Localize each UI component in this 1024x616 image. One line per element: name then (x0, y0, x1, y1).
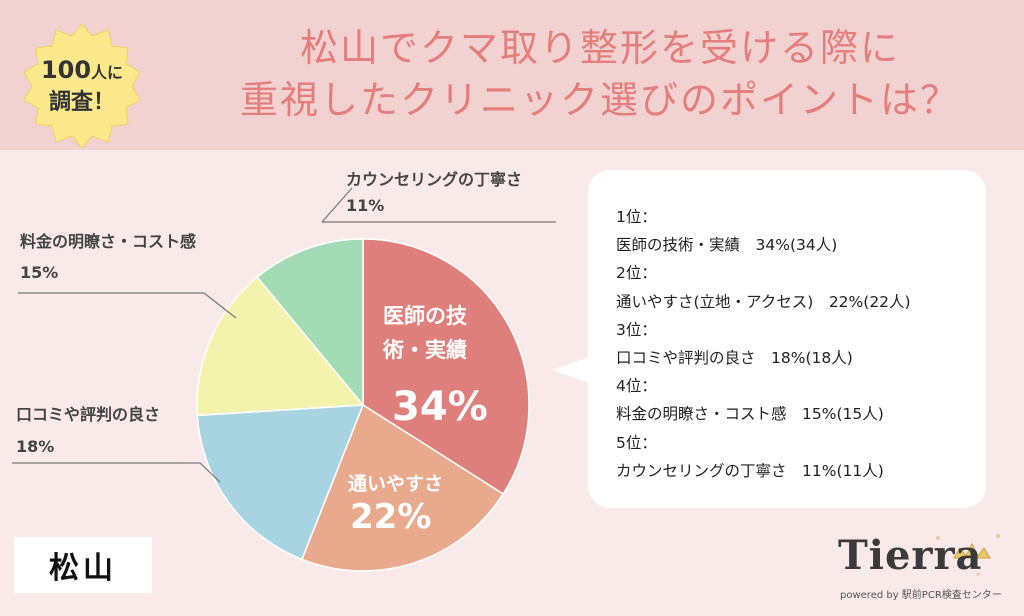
leader-line-counseling-tick (321, 187, 353, 223)
label-review-title: 口コミや評判の良さ (16, 405, 160, 424)
title-line-2: 重視したクリニック選びのポイントは？ (239, 78, 960, 122)
rank-item: カウンセリングの丁寧さ 11%(11人) (616, 461, 884, 480)
rank-heading: 3位： (616, 320, 657, 339)
rank-item: 通いやすさ(立地・アクセス) 22%(22人) (616, 292, 911, 311)
rank-heading: 2位： (616, 264, 657, 283)
slice-pct-access: 22% (350, 497, 431, 537)
label-price-title: 料金の明瞭さ・コスト感 (20, 232, 196, 251)
slice-label-doctor-line1: 医師の技 (383, 304, 468, 328)
rank-item: 口コミや評判の良さ 18%(18人) (616, 349, 853, 368)
badge-starburst-shape (23, 23, 141, 149)
header-band (0, 0, 1024, 150)
pie-slice-2 (196, 404, 365, 561)
ranking-callout (588, 170, 986, 508)
callout-tail (552, 356, 592, 384)
pie-slice-0 (362, 238, 530, 495)
label-counseling-title: カウンセリングの丁寧さ (346, 170, 522, 189)
logo-subtitle: powered by 駅前PCR検査センター (840, 590, 1002, 601)
leader-line-price (18, 292, 237, 319)
logo-crown-sparkles (848, 534, 1000, 576)
pie-slice-1 (300, 403, 505, 572)
rank-item: 料金の明瞭さ・コスト感 15%(15人) (616, 405, 884, 424)
survey-badge: 100人に 調査！ (18, 22, 146, 150)
label-review-pct: 18% (16, 437, 54, 456)
slice-label-access: 通いやすさ (348, 473, 443, 495)
logo-wordmark: Tierra (838, 532, 983, 579)
slice-label-doctor-line2: 術・実績 (382, 338, 467, 362)
title-line-1: 松山でクマ取り整形を受ける際に (299, 26, 900, 70)
rank-heading: 1位： (616, 208, 657, 226)
label-price-pct: 15% (20, 263, 58, 282)
badge-count: 100 (40, 56, 92, 84)
badge-survey-label: 調査！ (48, 90, 115, 115)
region-label: 松山 (14, 537, 152, 593)
leader-line-review (12, 462, 221, 483)
rank-heading: 4位： (616, 377, 657, 396)
page-title: 松山でクマ取り整形を受ける際に 重視したクリニック選びのポイントは？ (200, 22, 1000, 126)
tierra-logo: Tierra powered by 駅前PCR検査センター (838, 528, 1014, 608)
pie-slice-4 (256, 238, 364, 408)
label-counseling-pct: 11% (346, 196, 384, 215)
ranking-list: 1位： 医師の技術・実績 34%(34人) 2位： 通いやすさ(立地・アクセス) 22… (616, 203, 911, 485)
badge-count-suffix: 人に (91, 63, 124, 82)
pie-slice-3 (196, 276, 365, 417)
slice-pct-doctor: 34% (392, 384, 488, 430)
rank-heading: 5位： (616, 433, 657, 452)
rank-item: 医師の技術・実績 34%(34人) (616, 236, 838, 255)
